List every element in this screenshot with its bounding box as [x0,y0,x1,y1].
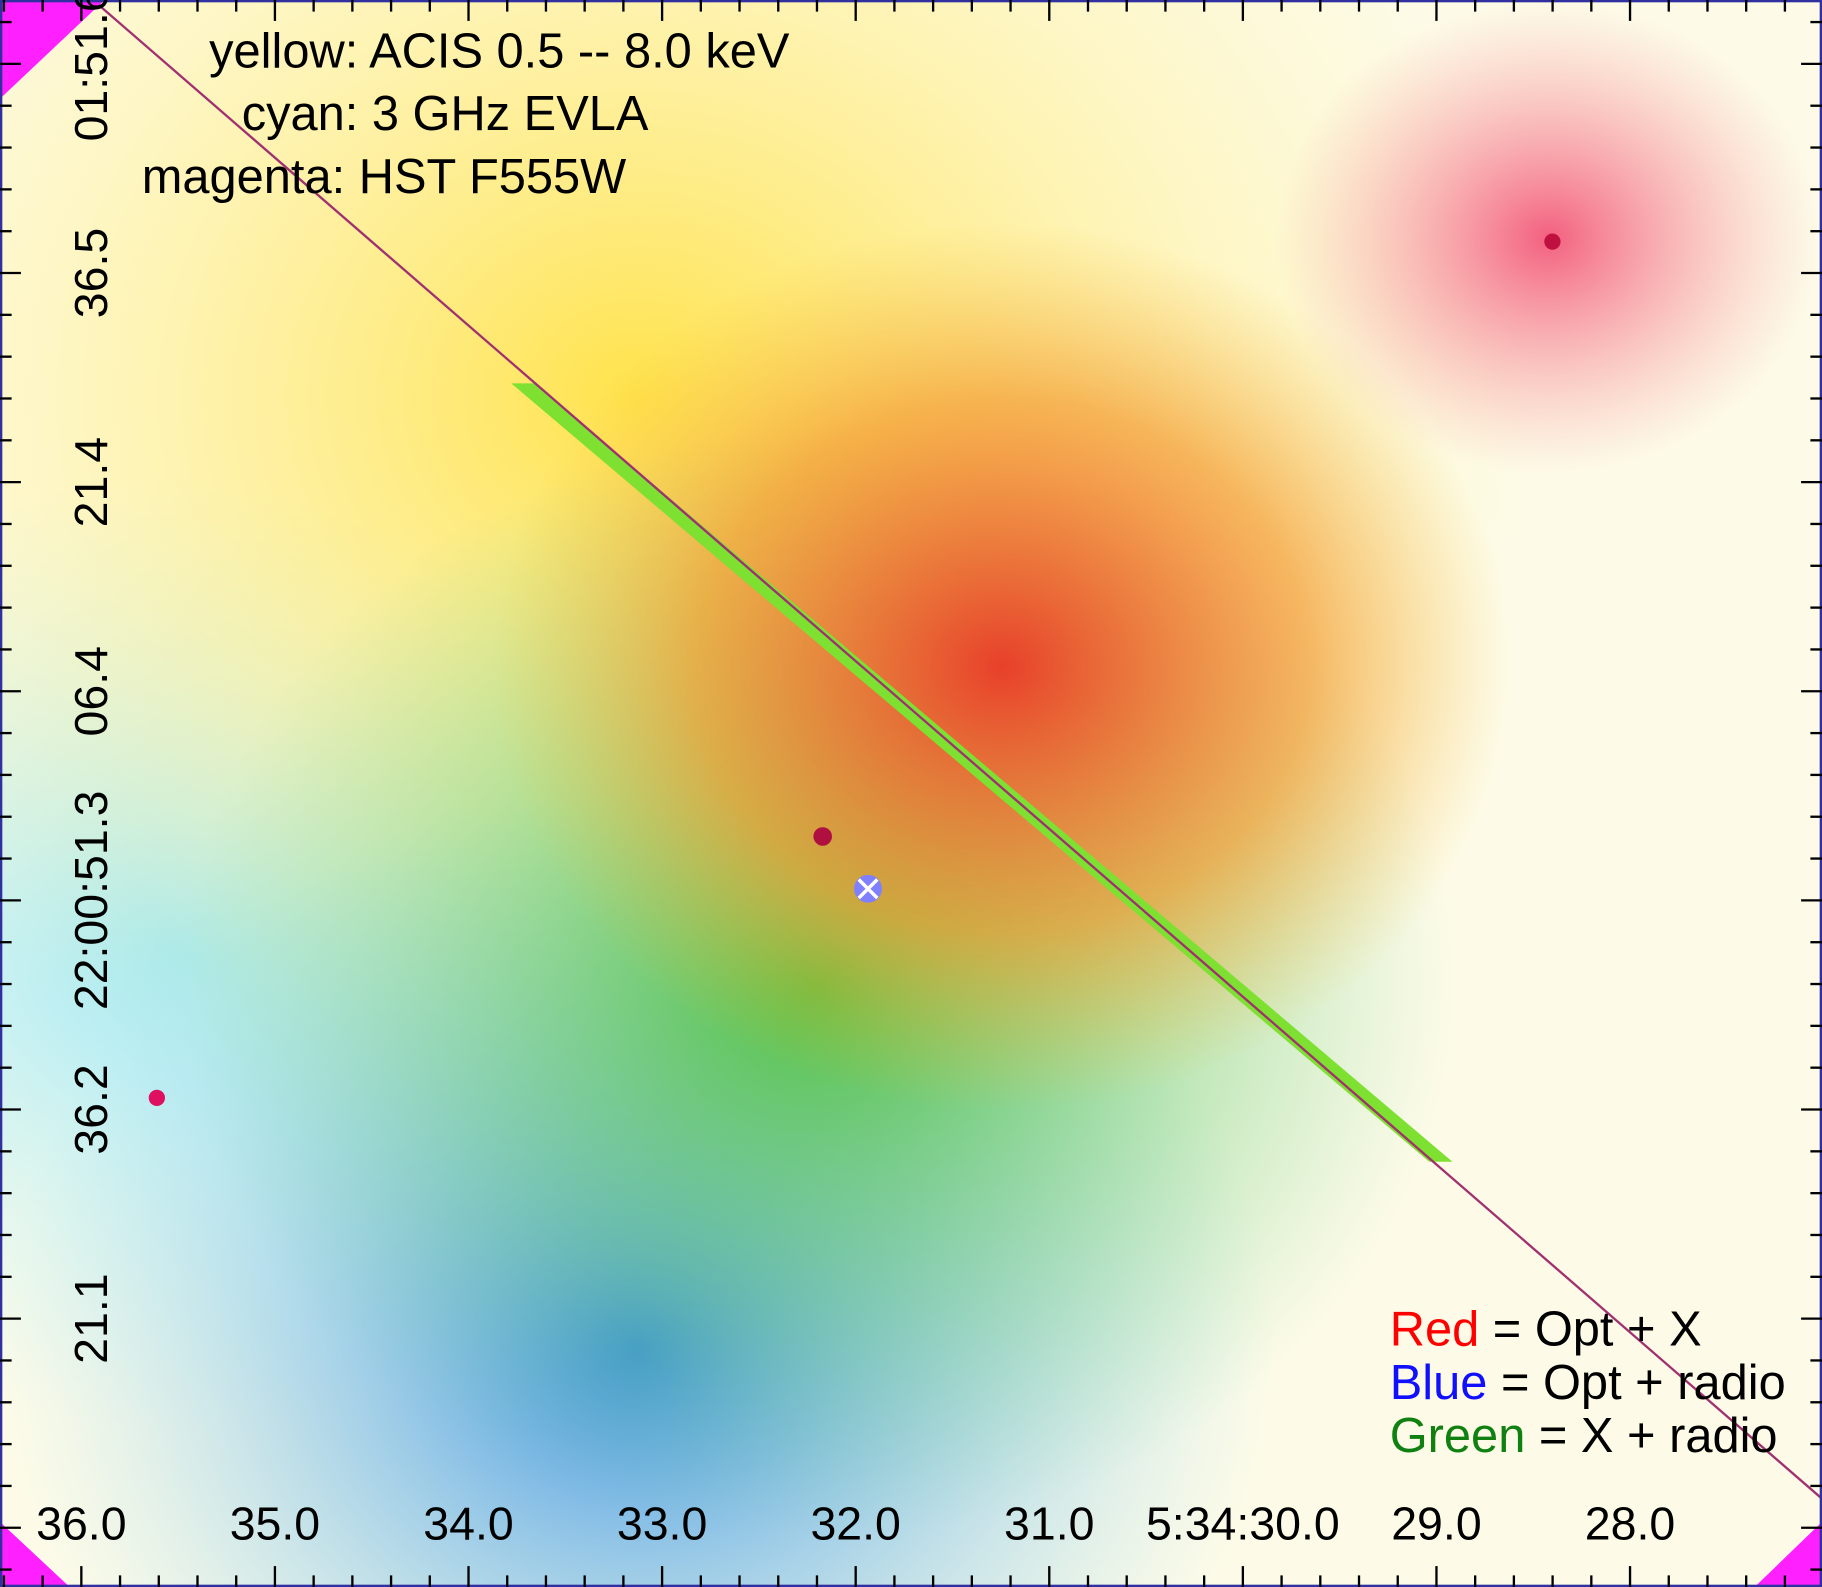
legend-word: Red [1390,1302,1480,1356]
corner [0,0,105,99]
star [813,827,832,846]
legend-word: Green [1390,1409,1526,1463]
y-axis-label: 22:00:51.3 [65,791,117,1011]
y-axis-label: 06.4 [65,646,117,736]
legend-text: = X + radio [1539,1409,1778,1463]
x-axis-label: 31.0 [1004,1497,1094,1549]
legend-top-text: yellow: ACIS 0.5 -- 8.0 keV [209,24,790,78]
y-axis-label: 36.2 [65,1064,117,1154]
x-axis-label: 36.0 [36,1497,126,1549]
legend-word: Blue [1390,1356,1488,1410]
detector-streak [511,383,1453,1162]
legend-bottom-entry: Blue = Opt + radio [1390,1356,1786,1410]
legend-text: = Opt + radio [1501,1356,1786,1410]
source-cross [857,878,879,900]
x-axis-label: 29.0 [1391,1497,1481,1549]
corner [0,1521,70,1587]
y-axis-label: 21.4 [65,437,117,527]
legend-top-text: magenta: HST F555W [142,150,626,204]
y-axis-label: 36.5 [65,228,117,318]
x-axis-label: 5:34:30.0 [1146,1497,1340,1549]
x-axis-label: 35.0 [230,1497,320,1549]
x-axis-label: 32.0 [810,1497,900,1549]
y-axis-label: 21.1 [65,1273,117,1363]
x-axis-label: 28.0 [1585,1497,1675,1549]
star [1544,233,1561,250]
x-axis-label: 34.0 [423,1497,513,1549]
legend-top-text: cyan: 3 GHz EVLA [242,87,649,141]
y-axis-label: 01:51.6 [65,0,117,141]
star [148,1089,166,1107]
corner [1754,1521,1822,1587]
legend-text: = Opt + X [1493,1302,1702,1356]
legend-bottom-entry: Red = Opt + X [1390,1302,1702,1356]
detector-line [92,0,1822,1500]
legend-bottom-entry: Green = X + radio [1390,1409,1778,1463]
x-axis-label: 33.0 [617,1497,707,1549]
